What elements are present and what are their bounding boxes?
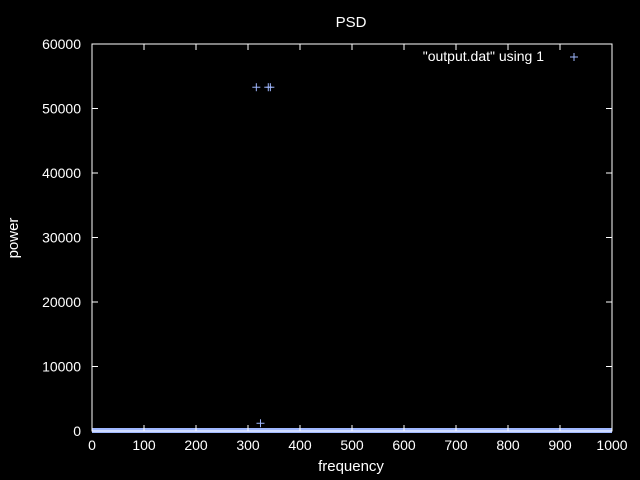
- x-tick-label: 100: [132, 437, 156, 453]
- y-tick-label: 50000: [42, 101, 81, 117]
- legend: "output.dat" using 1: [423, 48, 578, 64]
- x-tick-label: 500: [340, 437, 364, 453]
- data-points: [252, 83, 275, 428]
- x-tick-label: 400: [288, 437, 312, 453]
- x-tick-label: 200: [184, 437, 208, 453]
- y-tick-label: 10000: [42, 359, 81, 375]
- y-axis-ticks: 0 10000 20000 30000 40000 50000 60000: [42, 36, 612, 439]
- x-tick-label: 900: [548, 437, 572, 453]
- x-tick-label: 300: [236, 437, 260, 453]
- y-tick-label: 30000: [42, 230, 81, 246]
- x-tick-label: 800: [496, 437, 520, 453]
- y-axis-label: power: [5, 218, 22, 259]
- y-tick-label: 40000: [42, 165, 81, 181]
- x-tick-label: 700: [444, 437, 468, 453]
- data-point: [266, 83, 275, 92]
- y-tick-label: 0: [73, 423, 81, 439]
- x-axis-ticks: 0 100 200 300 400 500 600 700 800 900 1000: [88, 44, 628, 453]
- y-tick-label: 20000: [42, 294, 81, 310]
- chart-title: PSD: [336, 14, 367, 31]
- data-point: [256, 419, 265, 428]
- legend-plus-icon: [570, 53, 578, 61]
- x-tick-label: 0: [88, 437, 96, 453]
- legend-label: "output.dat" using 1: [423, 48, 544, 64]
- data-point: [252, 83, 261, 92]
- legend-marker: [570, 53, 578, 61]
- x-tick-label: 1000: [596, 437, 627, 453]
- x-tick-label: 600: [392, 437, 416, 453]
- x-axis-label: frequency: [318, 458, 384, 475]
- y-tick-label: 60000: [42, 36, 81, 52]
